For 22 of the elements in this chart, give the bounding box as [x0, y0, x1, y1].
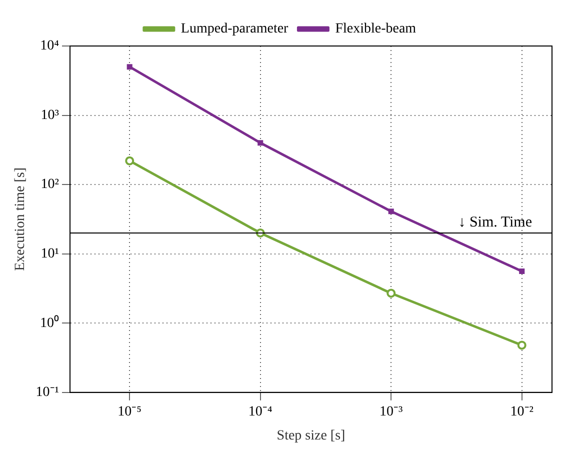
y-axis-title: Execution time [s] [13, 167, 28, 271]
point [388, 208, 394, 214]
point [386, 288, 396, 298]
y-tick-label: 10³ [40, 108, 59, 123]
x-tick-label: 10⁻⁴ [248, 404, 272, 420]
point [126, 64, 132, 70]
legend-label: Lumped-parameter [180, 22, 289, 37]
point [125, 156, 134, 166]
point [258, 140, 264, 146]
x-tick-label: 10⁻² [510, 404, 534, 420]
point [519, 268, 525, 274]
point [517, 340, 526, 350]
x-tick-label: 10⁻³ [380, 404, 403, 420]
x-axis-title: Step size [s] [276, 428, 346, 444]
y-tick-label: 10¹ [40, 246, 59, 262]
legend-label: Flexible-beam [335, 22, 416, 37]
y-tick-label: 10⁰ [40, 314, 59, 331]
y-tick-label: 10⁴ [40, 38, 60, 54]
y-tick-label: 10⁻¹ [36, 385, 59, 400]
x-tick-label: 10⁻⁵ [118, 404, 142, 420]
ref-line-label: ↓ Sim. Time [458, 214, 532, 230]
y-tick-label: 10² [40, 177, 59, 192]
